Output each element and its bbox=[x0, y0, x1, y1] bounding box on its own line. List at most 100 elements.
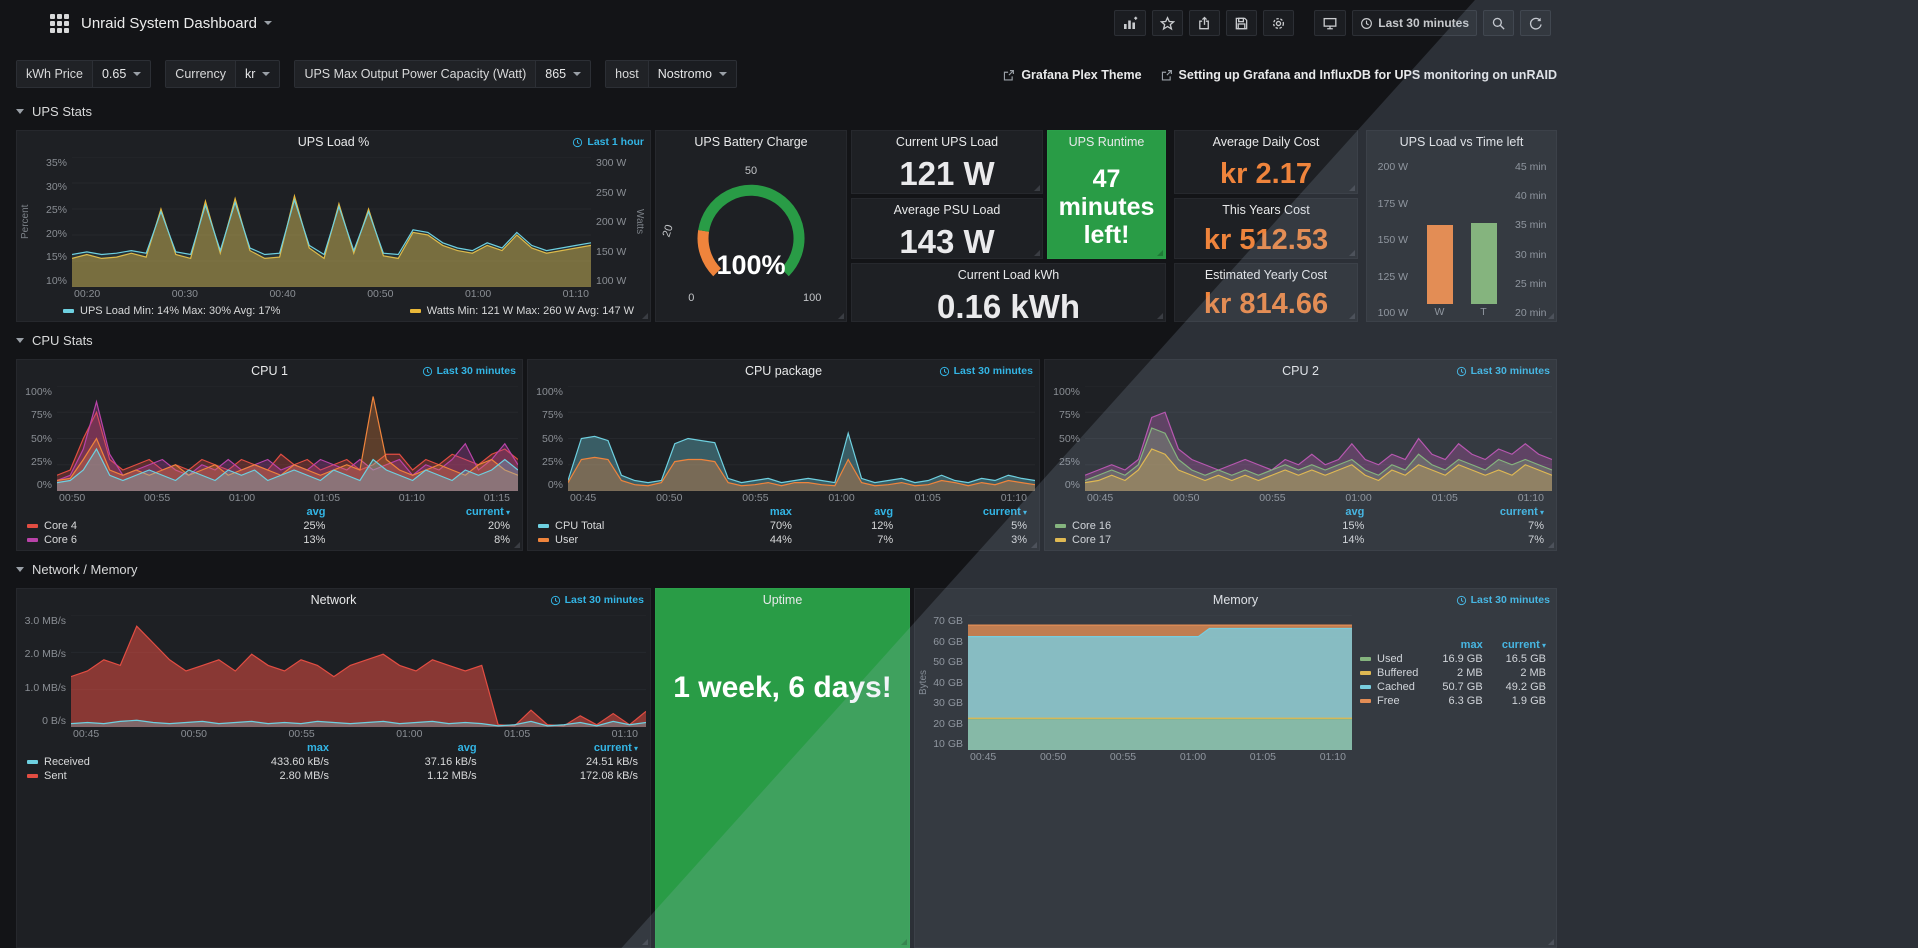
legend-series-name[interactable]: User bbox=[538, 533, 691, 547]
panel-average-daily-cost: Average Daily Cost kr 2.17 bbox=[1174, 130, 1358, 194]
legend-column-header[interactable]: current bbox=[325, 506, 510, 519]
cpu2-chart[interactable] bbox=[1085, 386, 1552, 491]
row-header-ups-stats[interactable]: UPS Stats bbox=[16, 101, 92, 121]
time-range-badge[interactable]: Last 30 minutes bbox=[422, 365, 516, 377]
panel-title[interactable]: This Years Cost bbox=[1222, 203, 1310, 217]
settings-button[interactable] bbox=[1263, 10, 1295, 36]
time-range-badge-label: Last 30 minutes bbox=[564, 594, 644, 606]
variable-currency[interactable]: Currency kr bbox=[165, 60, 281, 88]
legend-value: 2 MB bbox=[1520, 667, 1546, 679]
series-color-swatch bbox=[27, 524, 38, 529]
legend-series-name[interactable]: Cached bbox=[1360, 680, 1424, 694]
zoom-out-button[interactable] bbox=[1483, 10, 1514, 36]
x-axis: 00:45 00:50 00:55 01:00 01:05 01:10 bbox=[1085, 491, 1546, 506]
legend-series-name[interactable]: Core 6 bbox=[27, 533, 186, 547]
link-grafana-plex-theme[interactable]: Grafana Plex Theme bbox=[1002, 68, 1142, 82]
panel-title[interactable]: Estimated Yearly Cost bbox=[1204, 268, 1328, 282]
legend-series-ups-load[interactable]: UPS Load Min: 14% Max: 30% Avg: 17% bbox=[63, 305, 280, 317]
axis-tick: 00:50 bbox=[367, 288, 394, 300]
time-range-badge[interactable]: Last 30 minutes bbox=[550, 594, 644, 606]
axis-tick: 00:40 bbox=[269, 288, 296, 300]
panel-title[interactable]: Average Daily Cost bbox=[1212, 135, 1320, 149]
panel-title[interactable]: Memory bbox=[1212, 593, 1259, 607]
panel-title[interactable]: Current Load kWh bbox=[957, 268, 1060, 282]
legend-column-header[interactable]: max bbox=[1460, 639, 1483, 651]
legend-column-header[interactable]: current bbox=[477, 742, 638, 755]
legend-series-name[interactable]: CPU Total bbox=[538, 519, 691, 533]
variable-host[interactable]: host Nostromo bbox=[605, 60, 737, 88]
legend-series-name[interactable]: Core 17 bbox=[1055, 533, 1228, 547]
row-header-network-memory[interactable]: Network / Memory bbox=[16, 559, 137, 579]
legend-column-header[interactable]: current bbox=[893, 506, 1027, 519]
legend-series-name[interactable]: Received bbox=[27, 755, 168, 769]
time-range-badge[interactable]: Last 30 minutes bbox=[1456, 594, 1550, 606]
legend-series-name[interactable]: Used bbox=[1360, 652, 1424, 666]
panel-title[interactable]: UPS Load vs Time left bbox=[1399, 135, 1524, 149]
panel-title[interactable]: Current UPS Load bbox=[895, 135, 999, 149]
star-button[interactable] bbox=[1152, 10, 1184, 36]
ups-load-chart[interactable] bbox=[72, 157, 591, 287]
time-range-badge[interactable]: Last 30 minutes bbox=[939, 365, 1033, 377]
bar[interactable] bbox=[1470, 222, 1497, 304]
save-button[interactable] bbox=[1226, 10, 1258, 36]
axis-tick: 01:00 bbox=[464, 288, 492, 300]
legend-column-header[interactable]: current bbox=[1483, 639, 1546, 652]
panel-title[interactable]: CPU package bbox=[744, 364, 823, 378]
legend-column-header[interactable]: current bbox=[1364, 506, 1544, 519]
panel-title[interactable]: UPS Load % bbox=[297, 135, 370, 149]
legend-series-name[interactable]: Buffered bbox=[1360, 666, 1424, 680]
legend-column-header[interactable]: avg bbox=[457, 742, 477, 754]
panel-title[interactable]: CPU 2 bbox=[1282, 364, 1319, 378]
legend-row: Core 4 25% 20% bbox=[27, 519, 510, 533]
cpu-package-chart[interactable] bbox=[568, 386, 1035, 491]
time-range-badge[interactable]: Last 1 hour bbox=[572, 136, 644, 148]
dashboard-title[interactable]: Unraid System Dashboard bbox=[81, 15, 272, 32]
dashboard-links: Grafana Plex Theme Setting up Grafana an… bbox=[1002, 62, 1557, 88]
panel-title[interactable]: UPS Runtime bbox=[1068, 135, 1145, 149]
cycle-view-button[interactable] bbox=[1314, 10, 1347, 36]
share-button[interactable] bbox=[1189, 10, 1221, 36]
legend-series-watts[interactable]: Watts Min: 121 W Max: 260 W Avg: 147 W bbox=[409, 305, 634, 317]
panel-title[interactable]: Uptime bbox=[762, 593, 803, 607]
legend-column-header[interactable]: avg bbox=[874, 506, 894, 518]
link-setting-up-grafana[interactable]: Setting up Grafana and InfluxDB for UPS … bbox=[1160, 68, 1557, 82]
panel-cpu-package: CPU package Last 30 minutes 100% 75% 50% 25… bbox=[527, 359, 1040, 551]
legend-series-name[interactable]: Core 4 bbox=[27, 519, 186, 533]
variable-kwh-price[interactable]: kWh Price 0.65 bbox=[16, 60, 152, 88]
bar-column: W bbox=[1426, 161, 1453, 319]
legend-column-header[interactable]: max bbox=[769, 506, 792, 518]
cpu1-chart[interactable] bbox=[57, 386, 518, 491]
memory-chart[interactable] bbox=[968, 615, 1352, 750]
time-range-badge[interactable]: Last 30 minutes bbox=[1456, 365, 1550, 377]
row-header-cpu-stats[interactable]: CPU Stats bbox=[16, 330, 93, 350]
legend-series-name[interactable]: Core 16 bbox=[1055, 519, 1228, 533]
legend-value: 7% bbox=[1528, 520, 1544, 532]
bar[interactable] bbox=[1426, 225, 1453, 304]
panel-this-years-cost: This Years Cost kr 512.53 bbox=[1174, 198, 1358, 259]
stat-value: kr 512.53 bbox=[1203, 224, 1329, 256]
panel-title[interactable]: Network bbox=[310, 593, 357, 607]
add-panel-button[interactable] bbox=[1114, 10, 1147, 36]
legend-value: 24.51 kB/s bbox=[586, 756, 638, 768]
axis-tick: 125 W bbox=[1377, 270, 1408, 283]
legend-series-name[interactable]: Free bbox=[1360, 694, 1424, 708]
variable-ups-max-output[interactable]: UPS Max Output Power Capacity (Watt) 865 bbox=[294, 60, 592, 88]
apps-grid-icon[interactable] bbox=[50, 13, 69, 33]
network-chart[interactable] bbox=[71, 615, 646, 727]
panel-title[interactable]: UPS Battery Charge bbox=[694, 135, 808, 149]
series-color-swatch bbox=[27, 774, 38, 779]
time-range-button[interactable]: Last 30 minutes bbox=[1352, 10, 1477, 36]
time-range-badge-label: Last 30 minutes bbox=[1470, 365, 1550, 377]
legend-row: Used 16.9 GB 16.5 GB bbox=[1360, 652, 1546, 666]
legend-column-header[interactable]: max bbox=[306, 742, 329, 754]
legend-series-name[interactable]: Sent bbox=[27, 769, 168, 783]
panel-title[interactable]: CPU 1 bbox=[251, 364, 288, 378]
legend-column-header[interactable]: avg bbox=[1345, 506, 1365, 518]
legend-column-header[interactable]: avg bbox=[306, 506, 326, 518]
refresh-button[interactable] bbox=[1520, 10, 1551, 36]
panel-title[interactable]: Average PSU Load bbox=[893, 203, 1001, 217]
axis-tick: 50% bbox=[30, 432, 52, 445]
axis-tick: 01:05 bbox=[1431, 492, 1458, 504]
